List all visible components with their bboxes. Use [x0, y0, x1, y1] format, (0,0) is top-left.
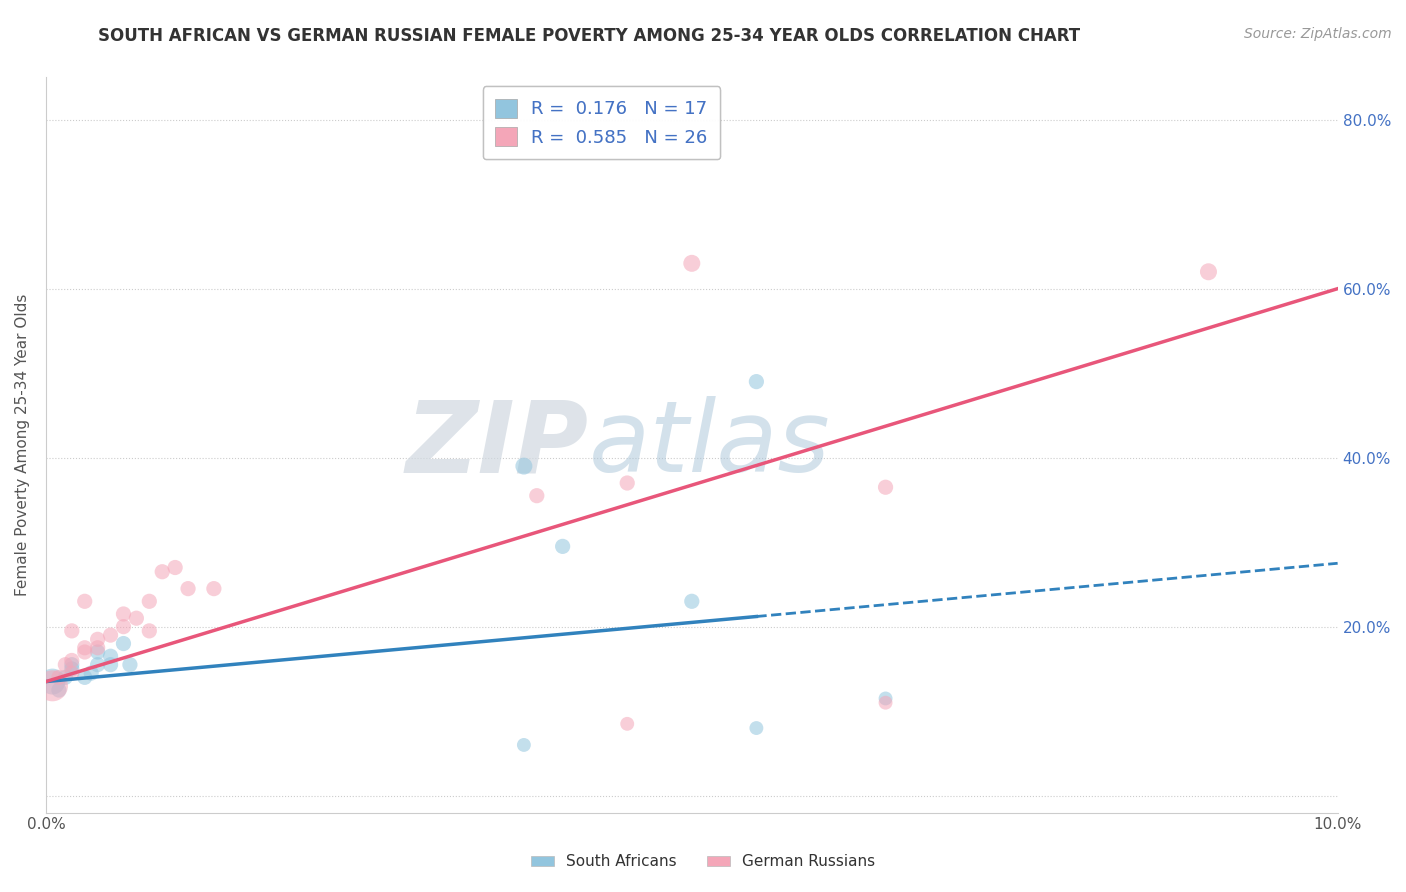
Point	[48, 683, 70, 698]
Point	[53, 657, 76, 672]
Point	[513, 738, 536, 752]
Point	[112, 620, 135, 634]
Text: atlas: atlas	[589, 396, 830, 493]
Point	[73, 670, 96, 684]
Point	[616, 475, 638, 490]
Point	[138, 624, 160, 638]
Point	[875, 691, 897, 706]
Point	[165, 560, 187, 574]
Point	[60, 657, 83, 672]
Text: ZIP: ZIP	[405, 396, 589, 493]
Point	[73, 640, 96, 655]
Point	[60, 666, 83, 681]
Point	[41, 679, 63, 693]
Legend: South Africans, German Russians: South Africans, German Russians	[524, 848, 882, 875]
Point	[1198, 265, 1220, 279]
Point	[86, 632, 108, 647]
Point	[100, 649, 122, 664]
Point	[41, 674, 63, 689]
Point	[73, 645, 96, 659]
Point	[60, 662, 83, 676]
Legend: R =  0.176   N = 17, R =  0.585   N = 26: R = 0.176 N = 17, R = 0.585 N = 26	[482, 87, 720, 160]
Point	[551, 540, 574, 554]
Point	[875, 480, 897, 494]
Point	[202, 582, 225, 596]
Point	[118, 657, 141, 672]
Point	[513, 459, 536, 474]
Point	[125, 611, 148, 625]
Point	[138, 594, 160, 608]
Point	[112, 607, 135, 621]
Point	[745, 721, 768, 735]
Point	[177, 582, 200, 596]
Point	[112, 636, 135, 650]
Point	[526, 489, 548, 503]
Point	[86, 657, 108, 672]
Point	[681, 256, 703, 270]
Text: Source: ZipAtlas.com: Source: ZipAtlas.com	[1244, 27, 1392, 41]
Point	[86, 640, 108, 655]
Point	[73, 594, 96, 608]
Y-axis label: Female Poverty Among 25-34 Year Olds: Female Poverty Among 25-34 Year Olds	[15, 293, 30, 596]
Point	[875, 696, 897, 710]
Point	[48, 670, 70, 684]
Point	[681, 594, 703, 608]
Point	[100, 628, 122, 642]
Point	[80, 666, 103, 681]
Point	[100, 657, 122, 672]
Point	[86, 645, 108, 659]
Point	[616, 716, 638, 731]
Text: SOUTH AFRICAN VS GERMAN RUSSIAN FEMALE POVERTY AMONG 25-34 YEAR OLDS CORRELATION: SOUTH AFRICAN VS GERMAN RUSSIAN FEMALE P…	[98, 27, 1081, 45]
Point	[745, 375, 768, 389]
Point	[60, 624, 83, 638]
Point	[150, 565, 173, 579]
Point	[53, 670, 76, 684]
Point	[60, 653, 83, 667]
